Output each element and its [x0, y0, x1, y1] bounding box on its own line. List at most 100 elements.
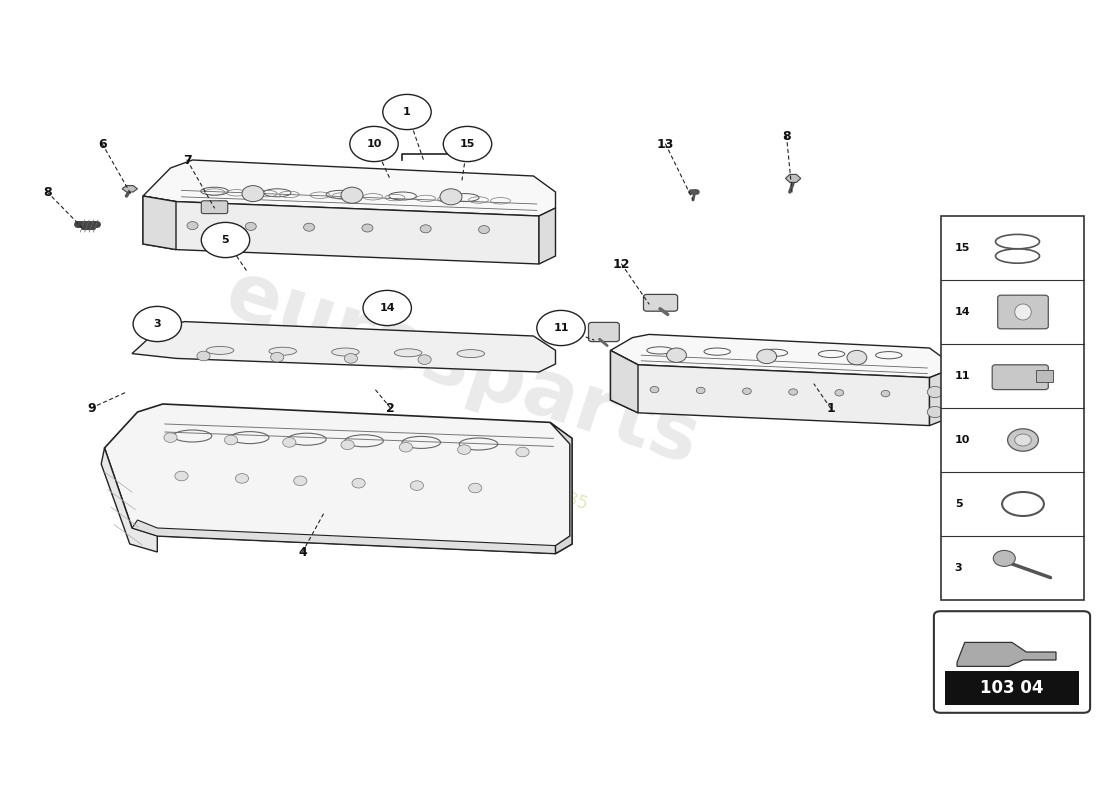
FancyBboxPatch shape — [588, 322, 619, 342]
Bar — [940, 216, 1084, 600]
Circle shape — [410, 481, 424, 490]
Polygon shape — [610, 350, 930, 426]
Text: 3: 3 — [955, 563, 962, 573]
Circle shape — [294, 476, 307, 486]
Ellipse shape — [1014, 434, 1032, 446]
Polygon shape — [550, 422, 572, 554]
Circle shape — [350, 126, 398, 162]
Circle shape — [304, 223, 315, 231]
Circle shape — [341, 440, 354, 450]
Circle shape — [197, 351, 210, 361]
Circle shape — [235, 474, 249, 483]
Text: 3: 3 — [154, 319, 161, 329]
Circle shape — [469, 483, 482, 493]
Ellipse shape — [394, 349, 422, 357]
Polygon shape — [132, 520, 556, 554]
FancyBboxPatch shape — [992, 365, 1048, 390]
FancyBboxPatch shape — [998, 295, 1048, 329]
Polygon shape — [930, 372, 944, 426]
Circle shape — [242, 186, 264, 202]
Text: 1: 1 — [826, 402, 835, 414]
Circle shape — [537, 310, 585, 346]
Text: 15: 15 — [955, 243, 970, 253]
Circle shape — [344, 354, 358, 363]
Text: 5: 5 — [955, 499, 962, 509]
Ellipse shape — [458, 350, 485, 358]
Polygon shape — [132, 322, 556, 372]
Text: 6: 6 — [98, 138, 107, 150]
Circle shape — [164, 433, 177, 442]
Circle shape — [187, 222, 198, 230]
Text: 10: 10 — [366, 139, 382, 149]
Text: eurosparts: eurosparts — [216, 254, 708, 482]
Text: 8: 8 — [43, 186, 52, 198]
Text: 11: 11 — [955, 371, 970, 381]
Circle shape — [133, 306, 182, 342]
Ellipse shape — [1014, 304, 1032, 320]
Text: 4: 4 — [298, 546, 307, 558]
Circle shape — [362, 224, 373, 232]
FancyBboxPatch shape — [644, 294, 678, 311]
Circle shape — [881, 390, 890, 397]
Polygon shape — [122, 186, 138, 192]
Ellipse shape — [332, 348, 359, 356]
Circle shape — [418, 354, 431, 364]
Circle shape — [440, 189, 462, 205]
Circle shape — [667, 348, 686, 362]
Circle shape — [847, 350, 867, 365]
Text: 11: 11 — [553, 323, 569, 333]
Polygon shape — [101, 448, 157, 552]
Circle shape — [789, 389, 797, 395]
Ellipse shape — [268, 347, 296, 355]
Text: 2: 2 — [386, 402, 395, 414]
Circle shape — [650, 386, 659, 393]
Circle shape — [363, 290, 411, 326]
Circle shape — [742, 388, 751, 394]
Text: 14: 14 — [379, 303, 395, 313]
Circle shape — [993, 550, 1015, 566]
Circle shape — [478, 226, 490, 234]
Text: 9: 9 — [87, 402, 96, 414]
Text: 5: 5 — [222, 235, 229, 245]
Circle shape — [399, 442, 412, 452]
Circle shape — [352, 478, 365, 488]
Circle shape — [927, 386, 943, 398]
FancyBboxPatch shape — [201, 201, 228, 214]
Text: 8: 8 — [782, 130, 791, 142]
FancyBboxPatch shape — [934, 611, 1090, 713]
Text: 13: 13 — [657, 138, 674, 150]
Ellipse shape — [1008, 429, 1038, 451]
Circle shape — [224, 435, 238, 445]
Polygon shape — [610, 350, 638, 413]
Ellipse shape — [207, 346, 233, 354]
Circle shape — [201, 222, 250, 258]
Circle shape — [927, 406, 943, 418]
Circle shape — [420, 225, 431, 233]
Polygon shape — [143, 196, 539, 264]
Polygon shape — [539, 208, 556, 264]
Text: 7: 7 — [183, 154, 191, 166]
Polygon shape — [785, 174, 801, 182]
Circle shape — [283, 438, 296, 447]
Circle shape — [757, 349, 777, 363]
Polygon shape — [610, 334, 944, 378]
Circle shape — [341, 187, 363, 203]
Text: a passion for parts since 1985: a passion for parts since 1985 — [334, 414, 590, 514]
Circle shape — [458, 445, 471, 454]
Polygon shape — [957, 642, 1056, 666]
Text: 12: 12 — [613, 258, 630, 270]
Circle shape — [516, 447, 529, 457]
Text: 10: 10 — [955, 435, 970, 445]
Polygon shape — [143, 160, 556, 216]
Circle shape — [271, 352, 284, 362]
Text: 14: 14 — [955, 307, 970, 317]
Text: 1: 1 — [403, 107, 411, 117]
Circle shape — [443, 126, 492, 162]
Circle shape — [835, 390, 844, 396]
Bar — [1036, 370, 1053, 382]
Text: 103 04: 103 04 — [980, 679, 1044, 697]
Polygon shape — [143, 196, 176, 250]
Text: 15: 15 — [460, 139, 475, 149]
Circle shape — [245, 222, 256, 230]
Polygon shape — [104, 404, 572, 554]
